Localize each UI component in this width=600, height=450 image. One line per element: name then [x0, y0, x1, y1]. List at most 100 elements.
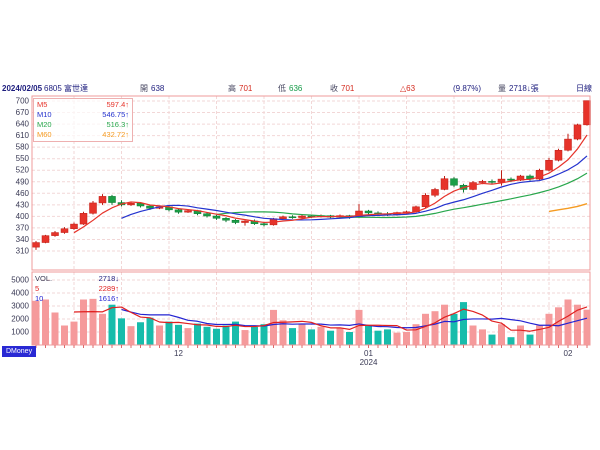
candle [573, 124, 582, 140]
candle [421, 194, 430, 208]
svg-text:310: 310 [16, 247, 30, 256]
volume-bar [545, 313, 553, 345]
axis-ticks [35, 345, 588, 348]
svg-text:2024: 2024 [360, 358, 378, 367]
svg-text:400: 400 [16, 212, 30, 221]
ma60-value: 432.72↑ [102, 130, 129, 139]
svg-text:3000: 3000 [11, 302, 29, 311]
candle [108, 196, 116, 203]
ma20-label: M20 [37, 120, 52, 129]
volume-bar [317, 326, 325, 345]
candle [583, 100, 591, 126]
volume-bar [327, 330, 334, 345]
volume-legend: VOL. 2718↓ 5 2289↑ 10 1616↑ [35, 274, 119, 304]
volume-bar [203, 326, 211, 345]
volume-bar [384, 329, 391, 345]
ma10-legend-row: M10 546.75↑ [37, 110, 129, 120]
svg-text:1000: 1000 [11, 328, 29, 337]
candle [41, 235, 50, 243]
candle [203, 213, 211, 217]
volume-ma10-line [121, 308, 588, 329]
ma60-label: M60 [37, 130, 52, 139]
volume-field: 量 2718↓張 [498, 84, 539, 94]
volume-bars [32, 298, 591, 345]
quote-date: 2024/02/05 [2, 84, 42, 94]
candle [535, 169, 544, 180]
volume-bar [355, 309, 363, 345]
volume-bar [127, 326, 135, 345]
svg-text:610: 610 [16, 131, 30, 140]
vol-ma10-value: 1616↑ [98, 294, 119, 303]
low-field: 低 636 [278, 84, 302, 94]
close-label: 收 [330, 84, 338, 93]
volume-bar [260, 324, 268, 345]
candle [136, 203, 145, 207]
ma10-line [121, 155, 588, 221]
volume-bar [213, 328, 220, 345]
volume-bar [289, 328, 296, 345]
price-axis-labels: 700 670 640 610 580 550 520 490 460 430 400 370 340 3… [16, 97, 30, 256]
vol-label: VOL. [35, 274, 53, 283]
volume-bar [412, 324, 420, 345]
candle [51, 232, 59, 236]
candle [545, 159, 553, 171]
candle [440, 178, 449, 190]
candle [554, 149, 563, 161]
vol-ma5-label: 5 [35, 284, 40, 293]
volume-bar [80, 299, 87, 345]
volume-bar [479, 329, 486, 345]
volume-bar [450, 313, 458, 345]
candle [431, 189, 439, 196]
volume-bar [232, 321, 239, 345]
volume-bar [51, 312, 59, 345]
close-value: 701 [341, 84, 355, 93]
ma5-label: M5 [37, 100, 48, 109]
volume-bar [137, 322, 144, 345]
period-selector[interactable]: 日線 [576, 84, 592, 93]
candle [241, 220, 249, 223]
svg-text:430: 430 [16, 200, 30, 209]
vol-value: 2718↓ [98, 274, 119, 283]
vol-ma5-legend-row: 5 2289↑ [35, 284, 119, 294]
volume-axis-labels: 5000 4000 3000 2000 1000 [11, 276, 29, 337]
volume-bar [526, 334, 534, 345]
volume-bar [61, 325, 68, 345]
svg-text:580: 580 [16, 143, 30, 152]
svg-text:520: 520 [16, 166, 30, 175]
volume-bar [374, 330, 382, 345]
volume-label: 量 [498, 84, 506, 93]
candle [60, 228, 69, 233]
volume-bar [574, 304, 581, 345]
candle [212, 215, 221, 219]
volume-bar [346, 332, 353, 345]
volume-bar [118, 318, 125, 345]
candle [89, 202, 97, 214]
svg-text:550: 550 [16, 154, 30, 163]
volume-bar [194, 323, 201, 345]
candle [298, 215, 306, 218]
volume-ma5-line [73, 306, 588, 332]
volume-value: 2718↓張 [509, 84, 539, 93]
low-label: 低 [278, 84, 286, 93]
volume-bar [431, 311, 439, 345]
volume-ma-lines [73, 306, 588, 332]
ma5-legend-row: M5 597.4↑ [37, 100, 129, 110]
candle [32, 242, 40, 248]
candle [450, 178, 458, 186]
ma20-value: 516.3↑ [106, 120, 129, 129]
svg-text:02: 02 [564, 349, 573, 358]
volume-bar [241, 330, 249, 345]
volume-bar [279, 320, 287, 345]
svg-text:12: 12 [174, 349, 183, 358]
svg-text:2000: 2000 [11, 315, 29, 324]
open-field: 開 638 [140, 84, 164, 94]
open-label: 開 [140, 84, 148, 93]
candle [146, 205, 154, 209]
volume-bar [32, 300, 40, 345]
volume-bar [507, 337, 515, 345]
quote-date-text: 2024/02/05 [2, 84, 43, 93]
volume-bar [441, 304, 448, 345]
